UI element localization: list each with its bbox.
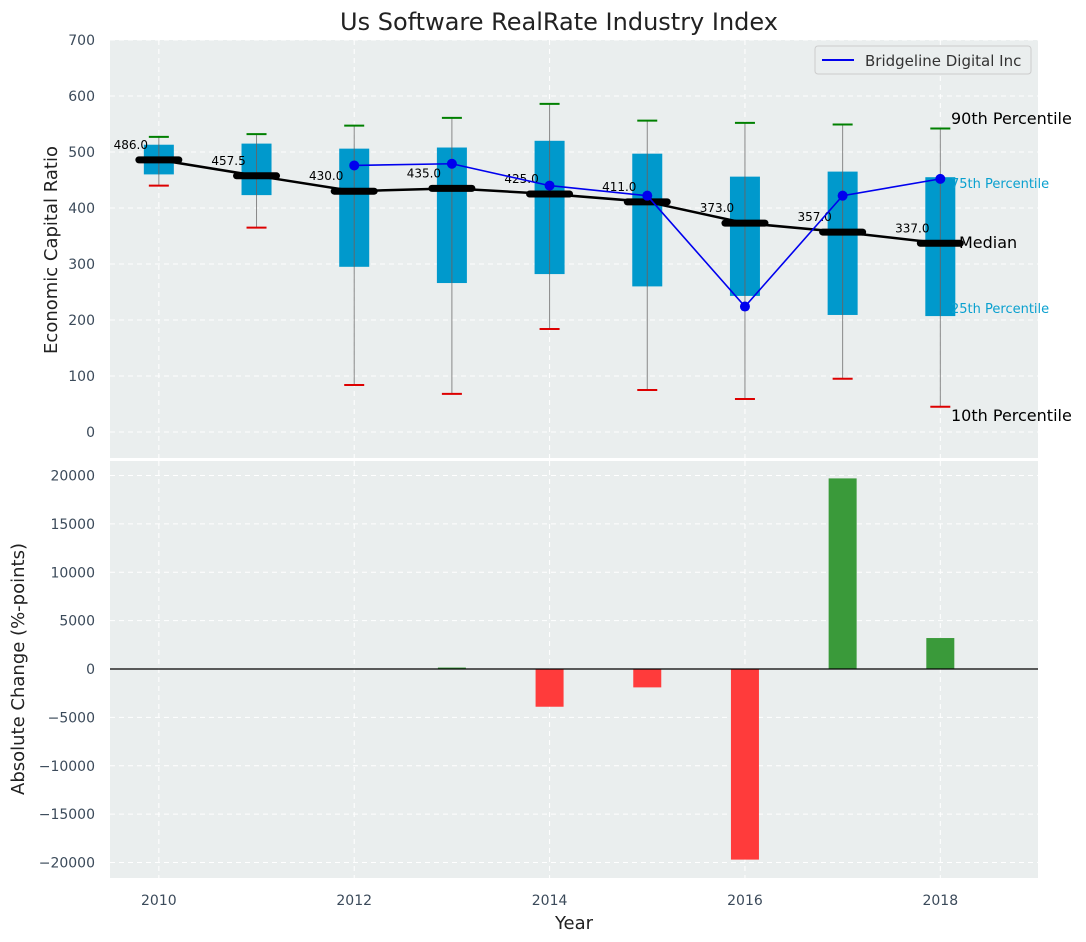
x-tick-labels: 2010 2012 2014 2016 2018 bbox=[141, 893, 958, 909]
legend-box bbox=[814, 45, 1032, 75]
change-bar bbox=[730, 669, 759, 860]
x-tick: 2010 bbox=[141, 893, 177, 909]
series-point bbox=[935, 173, 946, 184]
top-y-tick: 0 bbox=[86, 425, 95, 441]
chart-title: Us Software RealRate Industry Index bbox=[340, 8, 778, 36]
top-y-tick: 700 bbox=[68, 33, 95, 49]
annotation-median: Median bbox=[959, 233, 1017, 252]
median-value-label: 373.0 bbox=[700, 201, 734, 215]
x-tick: 2016 bbox=[727, 893, 763, 909]
change-bar bbox=[535, 669, 564, 707]
x-tick: 2018 bbox=[922, 893, 958, 909]
series-point bbox=[642, 190, 653, 201]
legend: Bridgeline Digital Inc bbox=[814, 45, 1032, 75]
legend-label: Bridgeline Digital Inc bbox=[865, 52, 1021, 70]
series-point bbox=[446, 158, 457, 169]
top-y-tick: 500 bbox=[68, 145, 95, 161]
change-bars-group bbox=[437, 478, 955, 860]
series-point bbox=[544, 180, 555, 191]
box-plot-group bbox=[143, 102, 956, 408]
series-point bbox=[837, 190, 848, 201]
x-axis-label: Year bbox=[554, 913, 594, 934]
annotation-p10: 10th Percentile bbox=[951, 406, 1072, 425]
series-point bbox=[349, 160, 360, 171]
median-value-label: 357.0 bbox=[797, 210, 831, 224]
top-y-tick: 200 bbox=[68, 313, 95, 329]
change-bar bbox=[926, 638, 955, 669]
x-tick: 2014 bbox=[532, 893, 568, 909]
top-y-tick-labels: 0 100 200 300 400 500 600 700 bbox=[68, 33, 95, 441]
bottom-y-tick-labels: −20000 −15000 −10000 −5000 0 5000 10000 15000 20… bbox=[39, 469, 95, 872]
bottom-y-tick: −5000 bbox=[48, 710, 95, 726]
company-series-group bbox=[349, 158, 946, 312]
change-bar bbox=[437, 667, 466, 669]
top-y-tick: 100 bbox=[68, 369, 95, 385]
change-bar bbox=[633, 669, 662, 688]
top-y-tick: 300 bbox=[68, 257, 95, 273]
top-y-tick: 600 bbox=[68, 89, 95, 105]
change-bar bbox=[828, 478, 857, 669]
bottom-y-tick: 15000 bbox=[50, 517, 95, 533]
series-point bbox=[739, 301, 750, 312]
median-value-label: 457.5 bbox=[211, 154, 245, 168]
bottom-y-tick: −15000 bbox=[39, 807, 95, 823]
bottom-y-tick: −20000 bbox=[39, 856, 95, 872]
bottom-y-tick: 10000 bbox=[50, 565, 95, 581]
top-panel-background bbox=[110, 40, 1038, 458]
bottom-y-tick: 0 bbox=[86, 662, 95, 678]
bottom-y-axis-label: Absolute Change (%-points) bbox=[8, 543, 29, 795]
median-value-label: 430.0 bbox=[309, 169, 343, 183]
bottom-y-tick: −10000 bbox=[39, 759, 95, 775]
annotation-p25: 25th Percentile bbox=[951, 302, 1049, 317]
annotation-p90: 90th Percentile bbox=[951, 109, 1072, 128]
top-y-axis-label: Economic Capital Ratio bbox=[41, 146, 62, 354]
median-value-label: 411.0 bbox=[602, 180, 636, 194]
median-value-label: 486.0 bbox=[114, 138, 148, 152]
bottom-y-tick: 5000 bbox=[59, 614, 95, 630]
annotation-p75: 75th Percentile bbox=[951, 177, 1049, 192]
median-value-label: 435.0 bbox=[407, 166, 441, 180]
top-y-tick: 400 bbox=[68, 201, 95, 217]
bottom-y-tick: 20000 bbox=[50, 469, 95, 485]
median-value-label: 337.0 bbox=[895, 221, 929, 235]
x-tick: 2012 bbox=[336, 893, 372, 909]
